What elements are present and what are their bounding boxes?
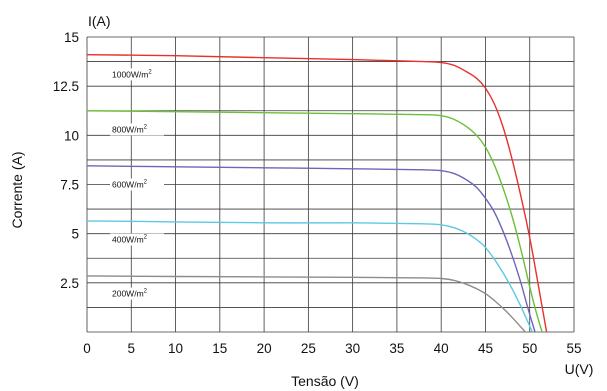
y-axis-label: Corrente (A) [9,151,25,228]
curve-label: 600W/m2 [112,180,148,190]
y-tick-label: 15 [64,30,79,45]
curve-labels: 1000W/m2 800W/m2 600W/m2 400W/m2 200W/m2 [110,68,164,300]
x-tick-label: 45 [478,341,493,356]
x-tick-label: 55 [566,341,581,356]
y-tick-label: 2.5 [60,276,79,291]
x-axis-label: Tensão (V) [291,373,359,389]
x-tick-label: 35 [389,341,404,356]
series-lines [86,54,548,333]
x-tick-label: 10 [168,341,183,356]
curve-label-superscript: 2 [144,124,148,130]
curve-label: 800W/m2 [112,124,148,134]
y-tick-label: 12.5 [53,79,79,94]
x-tick-label: 25 [301,341,316,356]
x-tick-labels: 0 5 10 15 20 25 30 35 40 45 50 55 [83,341,581,356]
curve-label-superscript: 2 [144,235,148,241]
curve-label-bg [110,123,164,136]
y-tick-label: 5 [71,227,79,242]
x-tick-label: 0 [83,341,91,356]
x-tick-label: 15 [212,341,227,356]
y-tick-label: 10 [64,128,79,143]
x-tick-label: 5 [128,341,136,356]
curve-label-bg [110,287,164,300]
curve-label-superscript: 2 [144,180,148,186]
curve-label-superscript: 2 [144,289,148,295]
x-tick-label: 30 [345,341,360,356]
series-line [86,220,534,333]
curve-label: 1000W/m2 [112,69,152,79]
curve-label-superscript: 2 [148,69,152,75]
curve-label: 200W/m2 [112,289,148,299]
series-line [86,110,543,333]
grid [86,36,575,333]
curve-label: 400W/m2 [112,235,148,245]
x-tick-label: 20 [257,341,272,356]
x-axis-right-label: U(V) [565,361,594,377]
y-axis-top-label: I(A) [88,13,111,29]
y-tick-labels: 2.5 5 7.5 10 12.5 15 [53,30,79,291]
curve-label-bg [110,178,164,191]
series-line [86,165,536,333]
curve-label-bg [110,233,164,246]
curve-label-bg [110,68,164,81]
y-tick-label: 7.5 [60,178,79,193]
series-line [86,54,548,333]
series-line [86,275,526,333]
x-tick-label: 40 [434,341,449,356]
x-tick-label: 50 [522,341,537,356]
